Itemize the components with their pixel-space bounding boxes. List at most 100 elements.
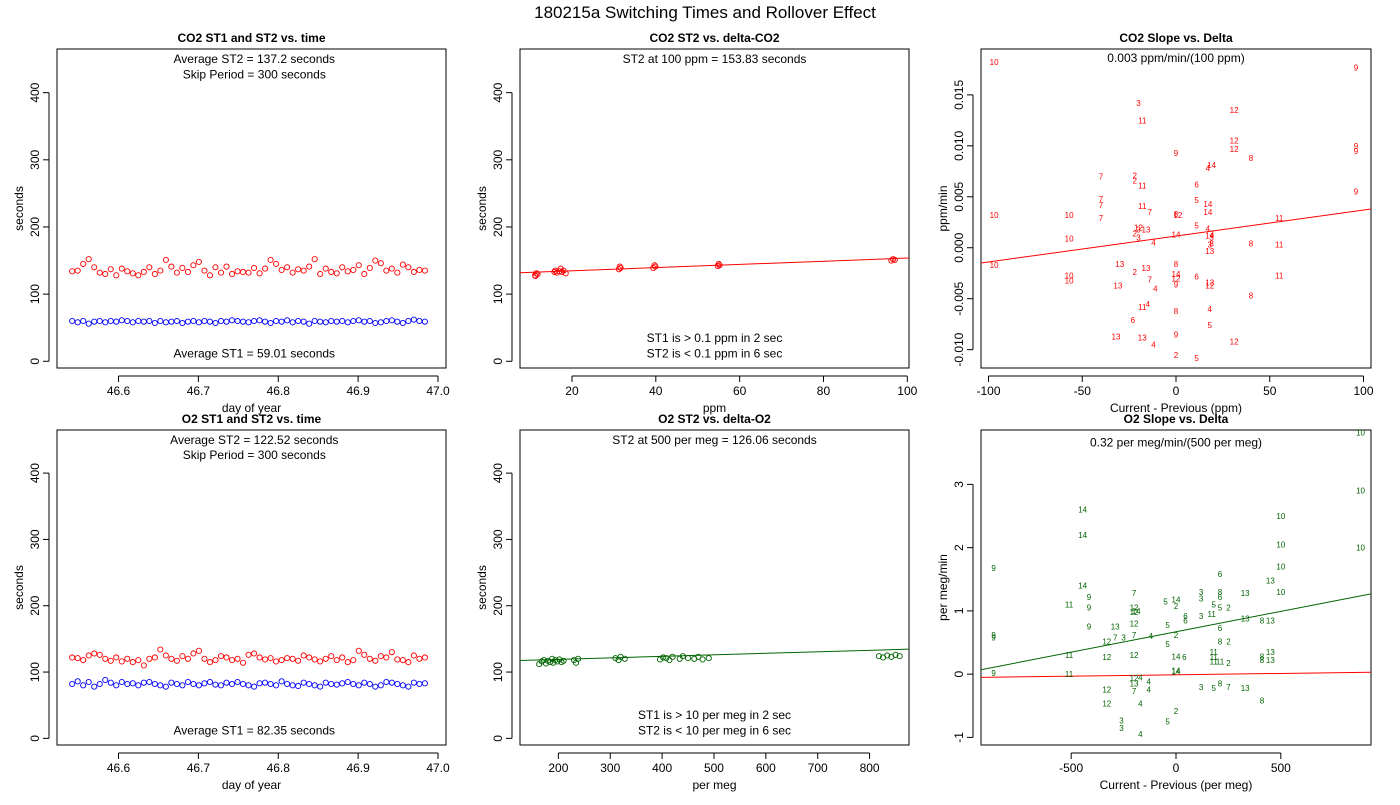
point-label: 8 [1260, 652, 1265, 661]
point-label: 5 [1218, 604, 1223, 613]
y-tick-label: 200 [28, 595, 42, 615]
data-point [361, 318, 368, 325]
data-point [245, 319, 252, 326]
data-point [107, 679, 114, 686]
data-point [223, 263, 230, 270]
point-label: 8 [1174, 307, 1179, 316]
data-point [157, 267, 164, 274]
data-point [306, 654, 313, 661]
data-point [284, 317, 291, 324]
data-point [267, 256, 274, 263]
point-label: 6 [1218, 593, 1223, 602]
point-label: 11 [1138, 202, 1147, 211]
x-tick-label: 0 [1173, 761, 1180, 775]
point-label: 9 [991, 633, 996, 642]
data-point [394, 680, 401, 688]
point-label: 14 [1203, 200, 1212, 209]
y-tick-label: 3 [952, 481, 966, 488]
data-point [228, 680, 236, 688]
x-tick-label: 46.6 [107, 384, 131, 398]
point-label: 12 [1134, 223, 1143, 232]
series-labels: 9999111111141414999121212127133712121212… [991, 430, 1365, 739]
point-label: 10 [1356, 487, 1365, 496]
data-point [705, 655, 712, 662]
point-label: 2 [1174, 631, 1179, 640]
data-point [162, 652, 169, 659]
data-point [234, 268, 241, 275]
chart-co2-slope: CO2 Slope vs. Delta -100 -50 0 50 100 Current … [936, 31, 1374, 415]
chart-title: CO2 ST2 vs. delta-CO2 [649, 31, 779, 45]
point-label: 13 [1111, 623, 1120, 632]
data-point [616, 263, 623, 270]
plot-frame [519, 48, 910, 369]
point-label: 2 [1174, 707, 1179, 716]
data-point [251, 317, 258, 325]
data-point [118, 265, 125, 272]
data-point [80, 657, 87, 664]
data-point [96, 317, 103, 325]
data-point [273, 682, 280, 689]
data-point [669, 653, 676, 660]
point-label: 7 [1226, 683, 1231, 692]
point-label: 5 [1194, 221, 1199, 230]
data-point [256, 317, 263, 324]
point-label: 6 [1194, 272, 1199, 281]
data-point [135, 317, 142, 325]
data-point [262, 265, 269, 272]
data-point [162, 256, 169, 263]
annotation: ST1 is > 0.1 ppm in 2 sec [647, 331, 783, 345]
data-point [289, 319, 296, 326]
data-point [162, 319, 169, 326]
data-point [239, 318, 247, 325]
data-point [245, 651, 252, 658]
point-label: 8 [1218, 588, 1223, 597]
data-point [322, 655, 329, 662]
point-label: 11 [1138, 303, 1147, 312]
point-label: 10 [1276, 540, 1285, 549]
point-label: 5 [1163, 597, 1168, 606]
data-point [410, 316, 417, 323]
y-tick-label: -1 [952, 732, 966, 743]
point-label: 10 [1276, 563, 1285, 572]
data-point [140, 268, 147, 276]
data-point [179, 264, 186, 271]
y-tick-label: 0 [491, 358, 505, 365]
data-point [228, 317, 236, 324]
chart-co2-delta: CO2 ST2 vs. delta-CO2 20 40 60 80 100 ppm 0 100 2… [475, 31, 918, 415]
data-point [140, 318, 147, 325]
annotation: Average ST2 = 137.2 seconds [174, 52, 336, 66]
point-label: 12 [1230, 137, 1239, 146]
data-point [234, 655, 241, 662]
data-point [666, 657, 673, 664]
data-point [184, 655, 191, 662]
series-st2 [69, 256, 428, 279]
point-label: 7 [1132, 589, 1137, 598]
data-point [184, 318, 191, 325]
point-label: 4 [1149, 632, 1154, 641]
data-point [168, 679, 175, 686]
data-point [295, 682, 302, 690]
point-label: 2 [1226, 659, 1231, 668]
point-label: 10 [1356, 544, 1365, 553]
fit-line [981, 593, 1371, 671]
point-label: 3 [1119, 716, 1124, 725]
data-point [328, 653, 335, 660]
point-label: 13 [1115, 260, 1124, 269]
data-point [322, 679, 329, 686]
plot-area [69, 256, 428, 327]
point-label: 13 [1266, 616, 1275, 625]
data-point [540, 657, 547, 664]
data-point [146, 655, 153, 662]
data-point [102, 319, 109, 326]
point-label: 12 [1230, 145, 1239, 154]
point-label: 10 [1276, 588, 1285, 597]
point-label: 9 [991, 669, 996, 678]
data-point [554, 658, 561, 665]
x-tick-label: -50 [1074, 384, 1092, 398]
y-tick-label: 2 [952, 544, 966, 551]
data-point [113, 654, 120, 661]
series-labels: 1010101010101077772222111111113334774441… [990, 58, 1359, 363]
data-point [284, 680, 291, 688]
x-tick-label: -500 [1059, 761, 1083, 775]
data-point [157, 682, 164, 689]
